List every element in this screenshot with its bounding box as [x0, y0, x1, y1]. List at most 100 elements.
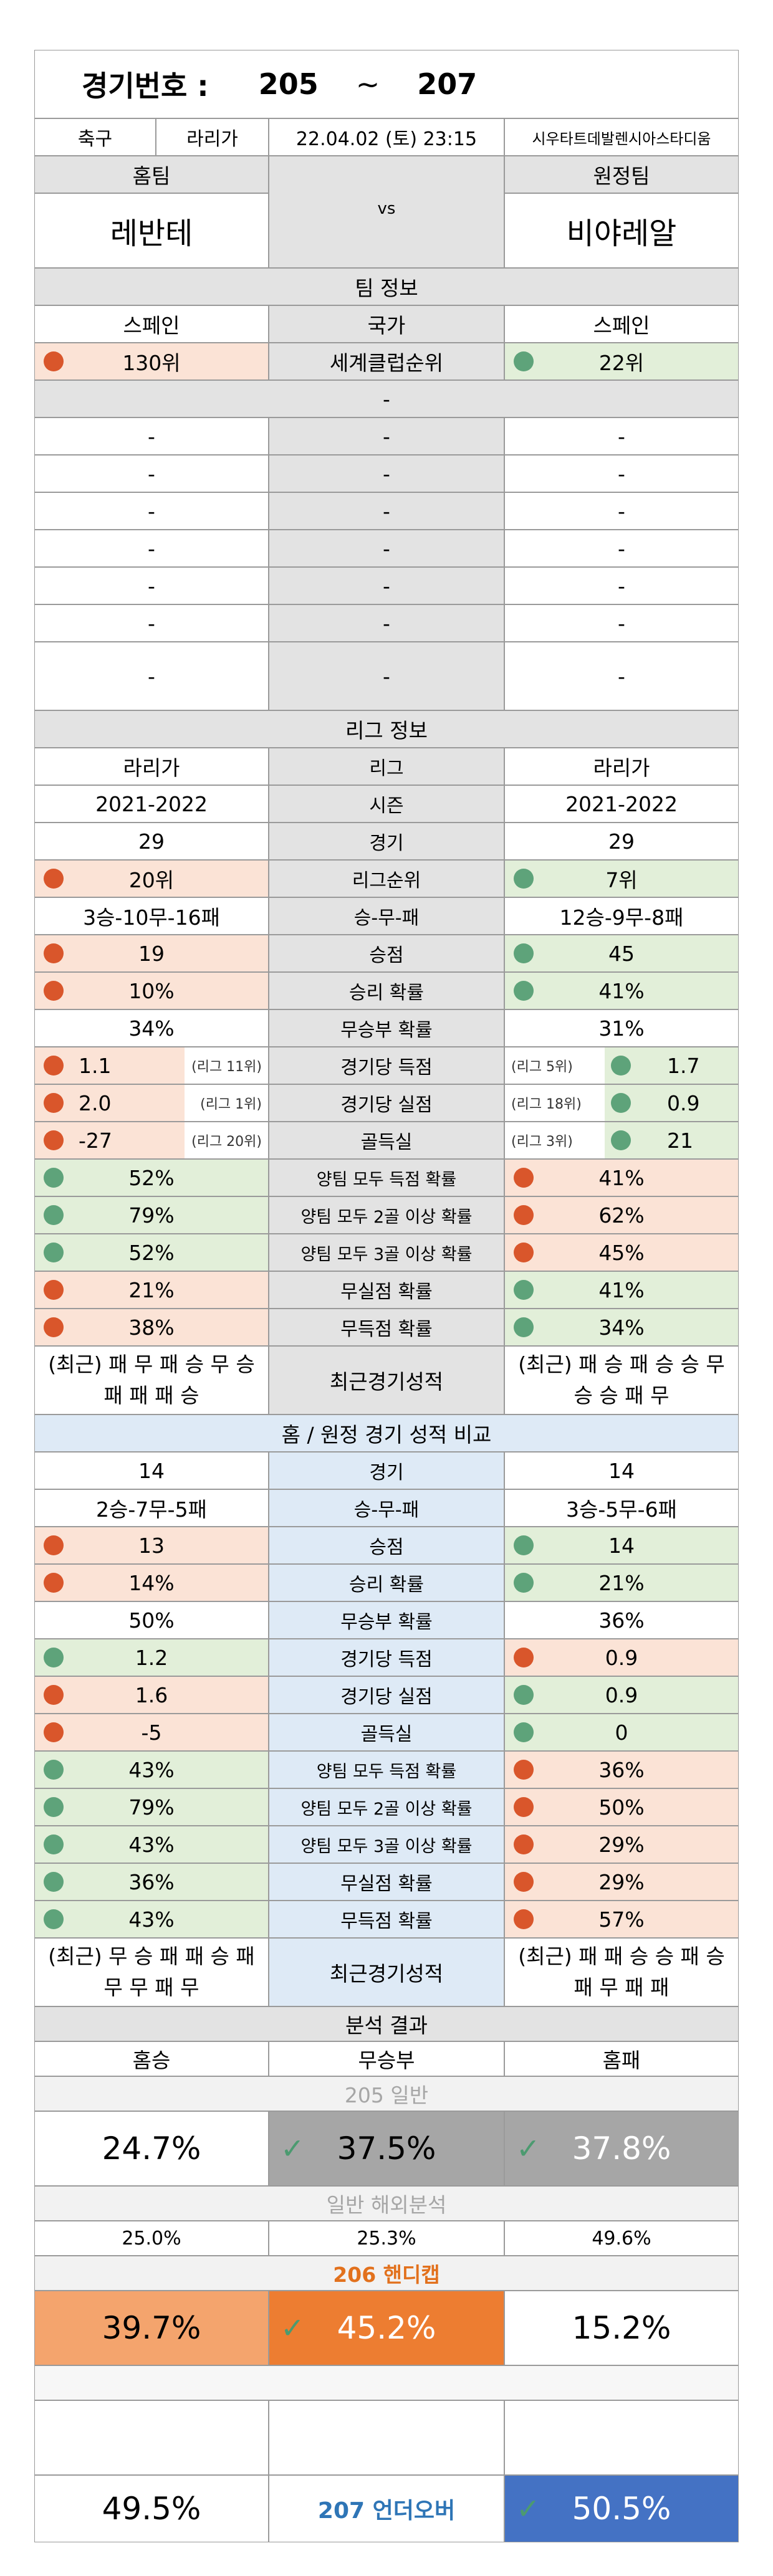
league-stat-row: 52% 양팀 모두 득점 확률 41%	[34, 1159, 739, 1196]
green-dot-icon	[44, 1797, 64, 1817]
home-ha-recent: (최근) 무 승 패 패 승 패 무 무 패 무	[34, 1938, 269, 2006]
stat-label: 무실점 확률	[269, 1863, 504, 1901]
stat-label: 경기당 득점	[269, 1639, 504, 1676]
league-stat-row: 라리가 리그 라리가	[34, 748, 739, 785]
overseas-row: 25.0% 25.3% 49.6%	[34, 2221, 739, 2256]
away-stat-value: 12승-9무-8패	[559, 905, 684, 930]
red-dot-icon	[514, 1872, 534, 1892]
away-stat-cell: 0.9	[504, 1639, 739, 1676]
empty-label: -	[269, 492, 504, 530]
away-ha-recent: (최근) 패 패 승 승 패 승 패 무 패 패	[504, 1938, 739, 2006]
home-stat-value: 1.2	[135, 1645, 168, 1670]
league-stat-row: 20위 리그순위 7위	[34, 860, 739, 897]
handicap-away: 15.2%	[504, 2291, 739, 2365]
ha-stat-row: -5 골득실 0	[34, 1714, 739, 1751]
home-away-title: 홈 / 원정 경기 성적 비교	[34, 1414, 739, 1452]
empty-info-row: ---	[34, 642, 739, 710]
red-dot-icon	[514, 1760, 534, 1780]
stat-label: 양팀 모두 득점 확률	[269, 1159, 504, 1196]
home-stat-cell: 52%	[34, 1159, 269, 1196]
away-stat-cell: 45%	[504, 1234, 739, 1271]
stat-label: 양팀 모두 3골 이상 확률	[269, 1826, 504, 1863]
spacer	[34, 2365, 739, 2400]
away-stat-cell: (리그 3위) 21	[504, 1122, 739, 1159]
away-stat-value: 50%	[598, 1795, 645, 1820]
green-dot-icon	[611, 1056, 631, 1076]
league-stat-row: 34% 무승부 확률 31%	[34, 1009, 739, 1047]
away-stat-cell: 50%	[504, 1788, 739, 1826]
home-stat-cell: 1.1 (리그 11위)	[34, 1047, 269, 1084]
stat-label: 양팀 모두 2골 이상 확률	[269, 1788, 504, 1826]
home-stat-value: 라리가	[123, 756, 180, 780]
home-stat-cell: 1.6	[34, 1676, 269, 1714]
stat-label: 무승부 확률	[269, 1009, 504, 1047]
empty-label: -	[269, 642, 504, 710]
club-rank-row: 130위 세계클럽순위 22위	[34, 343, 739, 380]
home-stat-value: 14%	[128, 1570, 175, 1595]
away-stat-cell: 21%	[504, 1564, 739, 1601]
away-stat-value: 21	[667, 1128, 693, 1153]
home-stat-cell: 36%	[34, 1863, 269, 1901]
green-dot-icon	[514, 1280, 534, 1300]
sport: 축구	[34, 118, 156, 156]
stat-label: 경기당 득점	[269, 1047, 504, 1084]
away-stat-value: 29	[608, 829, 635, 854]
match-number-tilde: ~	[355, 67, 380, 101]
league-stat-row: 10% 승리 확률 41%	[34, 972, 739, 1009]
league-stat-row: 2021-2022 시즌 2021-2022	[34, 785, 739, 823]
ha-recent-label: 최근경기성적	[269, 1938, 504, 2006]
green-dot-icon	[514, 943, 534, 963]
green-dot-icon	[611, 1130, 631, 1150]
underover-row: 49.5% 207 언더오버 ✓ 50.5%	[34, 2475, 739, 2542]
home-stat-cell: 79%	[34, 1196, 269, 1234]
general-away-cell: ✓ 37.8%	[504, 2111, 739, 2186]
vs-label-top	[269, 156, 504, 193]
away-stat-cell: 7위	[504, 860, 739, 897]
ha-stat-row: 79% 양팀 모두 2골 이상 확률 50%	[34, 1788, 739, 1826]
country-label: 국가	[269, 305, 504, 343]
home-stat-value: 1.1	[79, 1053, 112, 1078]
home-stat-cell: 19	[34, 935, 269, 972]
home-stat-value: 43%	[128, 1907, 175, 1932]
stat-label: 승리 확률	[269, 972, 504, 1009]
red-dot-icon	[44, 1280, 64, 1300]
over-value: 50.5%	[572, 2491, 671, 2527]
away-stat-value: 34%	[598, 1315, 645, 1340]
match-number-to: 207	[417, 67, 478, 101]
general-title-row: 205 일반	[34, 2076, 739, 2111]
stat-label: 무득점 확률	[269, 1309, 504, 1346]
home-team-label: 홈팀	[34, 156, 269, 193]
stat-label: 무승부 확률	[269, 1601, 504, 1639]
home-stat-cell: 50%	[34, 1601, 269, 1639]
league-recent-row: (최근) 패 무 패 승 무 승 패 패 패 승 최근경기성적 (최근) 패 승…	[34, 1346, 739, 1414]
team-name-row: 레반테 vs 비야레알	[34, 193, 739, 268]
general-away: 37.8%	[572, 2130, 671, 2167]
away-league-rank-note: (리그 18위)	[511, 1097, 582, 1112]
check-icon: ✓	[281, 2132, 305, 2165]
home-stat-cell: 52%	[34, 1234, 269, 1271]
general-draw-cell: ✓ 37.5%	[269, 2111, 504, 2186]
away-team-label: 원정팀	[504, 156, 739, 193]
analysis-title: 분석 결과	[34, 2006, 739, 2041]
match-number-label: 경기번호 :	[82, 69, 209, 103]
away-stat-cell: 41%	[504, 972, 739, 1009]
away-stat-value: 36%	[598, 1608, 645, 1633]
home-league-recent: (최근) 패 무 패 승 무 승 패 패 패 승	[34, 1346, 269, 1414]
home-stat-value: 38%	[128, 1315, 175, 1340]
league-stat-row: 29 경기 29	[34, 823, 739, 860]
league-stat-row: 19 승점 45	[34, 935, 739, 972]
handicap-title: 206 핸디캡	[34, 2256, 739, 2291]
red-dot-icon	[44, 981, 64, 1001]
league-stat-row: 3승-10무-16패 승-무-패 12승-9무-8패	[34, 897, 739, 935]
red-dot-icon	[44, 1093, 64, 1113]
analysis-header-row: 홈승 무승부 홈패	[34, 2041, 739, 2076]
blank-cell	[269, 2400, 504, 2475]
overseas-away: 49.6%	[504, 2221, 739, 2256]
league-stat-row: 2.0 (리그 1위) 경기당 실점 (리그 18위) 0.9	[34, 1084, 739, 1122]
handicap-title-row: 206 핸디캡	[34, 2256, 739, 2291]
home-country: 스페인	[34, 305, 269, 343]
empty-info-row: ---	[34, 530, 739, 567]
away-team-name: 비야레알	[504, 193, 739, 268]
away-club-rank-cell: 22위	[504, 343, 739, 380]
home-stat-cell: 2021-2022	[34, 785, 269, 823]
